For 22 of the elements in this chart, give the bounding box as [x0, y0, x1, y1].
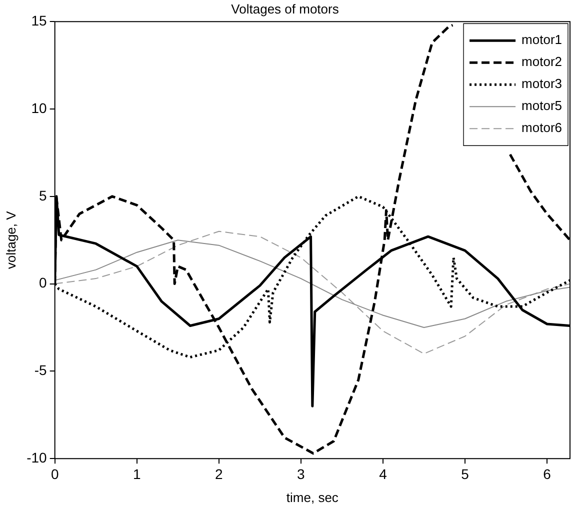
legend-label: motor6	[522, 120, 562, 136]
chart-title: Voltages of motors	[231, 1, 340, 16]
x-tick-label: 1	[132, 466, 141, 482]
x-tick-label: 4	[379, 466, 388, 482]
x-tick-label: 5	[461, 466, 470, 482]
y-tick-label: 10	[31, 100, 48, 116]
legend-label: motor1	[522, 32, 562, 48]
y-tick-label: -5	[34, 362, 48, 378]
y-tick-label: 15	[31, 12, 48, 28]
y-tick-label: -10	[26, 449, 48, 466]
legend-label: motor5	[522, 98, 562, 114]
x-axis-title: time, sec	[286, 490, 339, 505]
line-series	[54, 230, 570, 354]
legend-label: motor3	[522, 76, 562, 92]
x-tick-label: 3	[297, 466, 306, 482]
legend-label: motor2	[522, 54, 562, 70]
x-tick-label: 6	[543, 466, 552, 482]
x-tick-label: 2	[215, 466, 223, 482]
y-tick-label: 0	[39, 274, 48, 291]
y-axis-title: voltage, V	[3, 210, 18, 270]
x-tick-label: 0	[50, 466, 59, 482]
y-tick-label: 5	[39, 187, 48, 204]
